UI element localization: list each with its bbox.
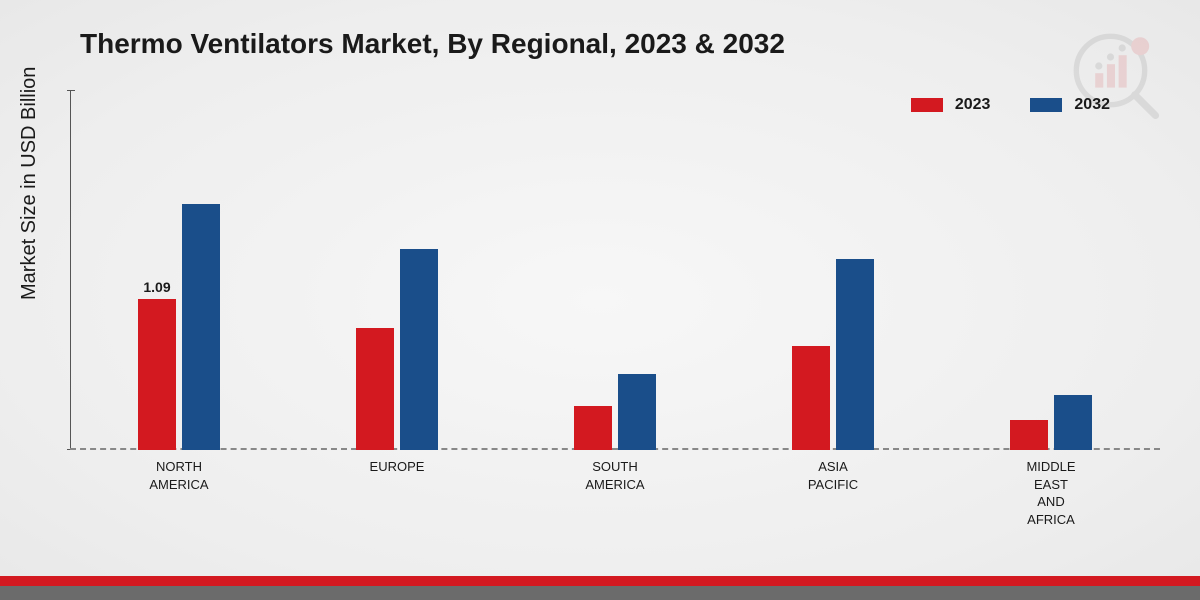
xlabel-europe: EUROPE xyxy=(312,458,482,528)
bar-2032-north-america xyxy=(182,204,220,451)
xlabel-mea: MIDDLE EAST AND AFRICA xyxy=(966,458,1136,528)
bar-2032-europe xyxy=(400,249,438,450)
bar-2032-asia-pacific xyxy=(836,259,874,450)
bar-2032-south-america xyxy=(618,374,656,450)
group-mea xyxy=(966,395,1136,450)
x-axis-labels: NORTH AMERICA EUROPE SOUTH AMERICA ASIA … xyxy=(70,458,1160,528)
xlabel-south-america: SOUTH AMERICA xyxy=(530,458,700,528)
xlabel-asia-pacific: ASIA PACIFIC xyxy=(748,458,918,528)
group-north-america: 1.09 xyxy=(94,204,264,451)
bar-2023-asia-pacific xyxy=(792,346,830,450)
y-axis-label: Market Size in USD Billion xyxy=(18,67,41,300)
bar-2023-north-america: 1.09 xyxy=(138,299,176,450)
group-south-america xyxy=(530,374,700,450)
group-asia-pacific xyxy=(748,259,918,450)
bar-2032-mea xyxy=(1054,395,1092,450)
plot-area: 1.09 xyxy=(70,90,1160,450)
bar-2023-mea xyxy=(1010,420,1048,451)
bar-groups: 1.09 xyxy=(70,90,1160,450)
footer-red-stripe xyxy=(0,576,1200,586)
footer-grey-stripe xyxy=(0,586,1200,600)
chart-title: Thermo Ventilators Market, By Regional, … xyxy=(80,28,785,60)
bar-2023-south-america xyxy=(574,406,612,450)
group-europe xyxy=(312,249,482,450)
xlabel-north-america: NORTH AMERICA xyxy=(94,458,264,528)
bar-2023-europe xyxy=(356,328,394,450)
bar-value-label: 1.09 xyxy=(143,279,170,295)
footer-bar xyxy=(0,576,1200,600)
